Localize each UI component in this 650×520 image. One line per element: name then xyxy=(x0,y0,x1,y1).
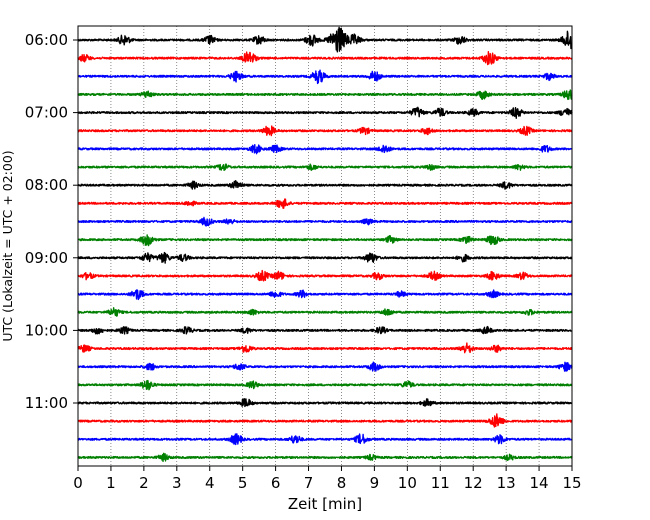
y-tick-label: 11:00 xyxy=(25,394,68,412)
seismic-trace-0800 xyxy=(77,179,573,190)
seismic-trace-1100 xyxy=(77,398,573,408)
y-tick-label: 09:00 xyxy=(25,249,68,267)
grid-layer xyxy=(110,26,540,466)
traces-layer xyxy=(77,26,573,463)
y-axis-label: UTC (Lokalzeit = UTC + 02:00) xyxy=(0,150,15,341)
seismic-trace-0715 xyxy=(77,125,573,137)
y-tick-label: 06:00 xyxy=(25,31,68,49)
x-axis-label: Zeit [min] xyxy=(288,495,362,513)
x-tick-label: 9 xyxy=(370,474,380,492)
x-tick-label: 6 xyxy=(271,474,281,492)
seismic-trace-1130 xyxy=(77,433,573,446)
x-tick-label: 10 xyxy=(398,474,417,492)
x-tick-label: 7 xyxy=(304,474,314,492)
seismic-trace-0630 xyxy=(77,69,573,85)
x-tick-label: 2 xyxy=(139,474,149,492)
seismic-trace-1115 xyxy=(77,413,573,428)
seismic-trace-0645 xyxy=(77,89,573,100)
plot-frame xyxy=(77,25,573,467)
x-tick-label: 3 xyxy=(172,474,182,492)
seismic-trace-0945 xyxy=(77,307,573,317)
seismic-trace-1045 xyxy=(77,379,573,391)
seismic-trace-0845 xyxy=(77,234,573,247)
y-tick-label: 08:00 xyxy=(25,176,68,194)
x-tick-label: 4 xyxy=(205,474,215,492)
seismic-trace-0915 xyxy=(77,269,573,282)
seismic-trace-0815 xyxy=(77,198,573,209)
seismic-trace-0700 xyxy=(77,106,573,119)
x-tick-label: 15 xyxy=(562,474,581,492)
x-axis: 0 1 2 3 4 5 6 7 8 9 10 11 12 13 14 15 xyxy=(73,466,582,492)
x-tick-label: 12 xyxy=(464,474,483,492)
y-tick-label: 07:00 xyxy=(25,104,68,122)
x-tick-label: 11 xyxy=(431,474,450,492)
seismic-trace-0730 xyxy=(77,144,573,155)
seismic-trace-1015 xyxy=(77,342,573,354)
x-tick-label: 5 xyxy=(238,474,248,492)
x-tick-label: 0 xyxy=(73,474,83,492)
x-tick-label: 1 xyxy=(106,474,116,492)
seismic-trace-0830 xyxy=(77,216,573,227)
y-axis: 06:00 07:00 08:00 09:00 10:00 11:00 xyxy=(25,31,78,412)
seismic-trace-0600 xyxy=(77,26,573,53)
seismic-trace-0930 xyxy=(77,289,573,301)
y-tick-label: 10:00 xyxy=(25,321,68,339)
seismic-trace-0615 xyxy=(77,50,573,66)
seismic-trace-0745 xyxy=(77,163,573,172)
x-tick-label: 13 xyxy=(497,474,516,492)
seismic-trace-1030 xyxy=(77,361,573,372)
seismic-trace-1145 xyxy=(77,452,573,463)
x-tick-label: 14 xyxy=(530,474,549,492)
seismic-trace-0900 xyxy=(77,251,573,264)
x-tick-label: 8 xyxy=(337,474,347,492)
seismic-trace-1000 xyxy=(77,325,573,335)
